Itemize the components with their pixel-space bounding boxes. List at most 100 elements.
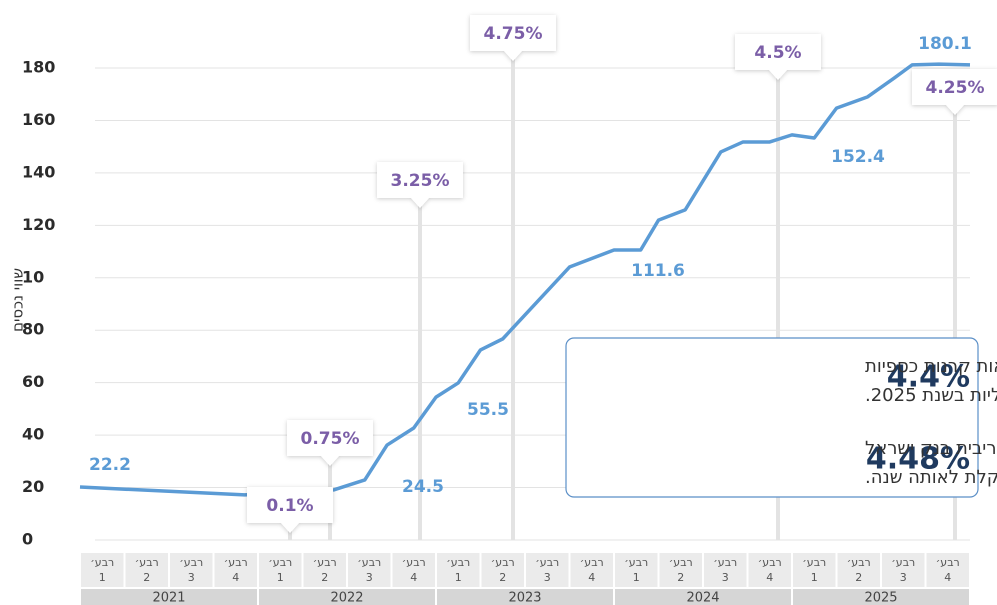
- y-tick-label: 20: [22, 477, 44, 496]
- quarter-cell: [214, 553, 257, 587]
- rate-label: 3.25%: [391, 171, 450, 191]
- y-tick-label: 160: [22, 110, 55, 129]
- year-cell: [259, 589, 435, 605]
- x-tick-label: 2: [499, 571, 506, 584]
- x-tick-label: רבע׳: [402, 556, 426, 569]
- x-tick-label: 2: [321, 571, 328, 584]
- x-tick-label: רבע׳: [624, 556, 648, 569]
- x-tick-label: 3: [188, 571, 195, 584]
- info-value: 4.4%: [887, 360, 970, 395]
- value-annotation: 180.1: [918, 34, 972, 54]
- year-cell: [81, 589, 257, 605]
- year-label: 2024: [686, 591, 719, 605]
- x-tick-label: רבע׳: [224, 556, 248, 569]
- rate-callout: [287, 420, 373, 466]
- x-tick-label: רבע׳: [535, 556, 559, 569]
- year-label: 2023: [508, 591, 541, 605]
- y-tick-label: 120: [22, 215, 55, 234]
- year-cell: [793, 589, 969, 605]
- year-label: 2021: [152, 591, 185, 605]
- x-tick-label: רבע׳: [580, 556, 604, 569]
- x-tick-label: רבע׳: [313, 556, 337, 569]
- x-tick-label: רבע׳: [713, 556, 737, 569]
- year-label: 2025: [864, 591, 897, 605]
- quarter-cell: [303, 553, 346, 587]
- quarter-cell: [748, 553, 791, 587]
- x-tick-label: 1: [455, 571, 462, 584]
- quarter-cell: [392, 553, 435, 587]
- year-cell: [437, 589, 613, 605]
- y-tick-label: 0: [22, 530, 33, 549]
- x-tick-label: 2: [855, 571, 862, 584]
- x-tick-label: 3: [722, 571, 729, 584]
- x-tick-label: 4: [944, 571, 951, 584]
- x-tick-label: רבע׳: [802, 556, 826, 569]
- quarter-cell: [437, 553, 480, 587]
- quarter-cell: [793, 553, 836, 587]
- x-tick-label: רבע׳: [847, 556, 871, 569]
- quarter-cell: [526, 553, 569, 587]
- y-tick-label: 40: [22, 425, 44, 444]
- x-tick-label: 4: [766, 571, 773, 584]
- rate-label: 4.25%: [926, 78, 985, 98]
- quarter-cell: [259, 553, 302, 587]
- x-tick-label: 4: [232, 571, 239, 584]
- value-annotation: 22.2: [89, 455, 131, 475]
- rate-callout: [377, 162, 463, 208]
- x-tick-label: 1: [633, 571, 640, 584]
- info-text: ממוצע תשואות קרנות כספיות: [865, 356, 997, 377]
- year-label: 2022: [330, 591, 363, 605]
- x-tick-label: 4: [588, 571, 595, 584]
- x-tick-label: 1: [277, 571, 284, 584]
- info-box: [565, 337, 979, 498]
- x-tick-label: 1: [811, 571, 818, 584]
- quarter-cell: [125, 553, 168, 587]
- x-tick-label: 4: [410, 571, 417, 584]
- x-tick-label: רבע׳: [936, 556, 960, 569]
- quarter-cell: [704, 553, 747, 587]
- x-tick-label: 3: [900, 571, 907, 584]
- quarter-cell: [481, 553, 524, 587]
- quarter-cell: [837, 553, 880, 587]
- value-annotation: 55.5: [467, 400, 509, 420]
- rate-label: 4.75%: [484, 24, 543, 44]
- x-tick-label: 3: [366, 571, 373, 584]
- value-annotation: 24.5: [402, 477, 444, 497]
- y-axis-label: שווי נכסים: [9, 268, 27, 332]
- x-tick-label: רבע׳: [135, 556, 159, 569]
- x-tick-label: 1: [99, 571, 106, 584]
- y-tick-label: 10: [22, 267, 44, 286]
- quarter-cell: [170, 553, 213, 587]
- rate-label: 4.5%: [754, 43, 801, 63]
- value-annotation: 152.4: [831, 147, 885, 167]
- rate-label: 0.1%: [266, 496, 313, 516]
- x-tick-label: רבע׳: [179, 556, 203, 569]
- x-tick-label: רבע׳: [90, 556, 114, 569]
- x-tick-label: 3: [544, 571, 551, 584]
- rate-callout: [912, 69, 997, 115]
- x-tick-label: רבע׳: [491, 556, 515, 569]
- info-text: הינה ריבית בנק ישראל: [865, 438, 997, 459]
- x-tick-label: רבע׳: [357, 556, 381, 569]
- quarter-cell: [570, 553, 613, 587]
- info-text: המשולקלת לאותה שנה.: [865, 467, 997, 488]
- x-tick-label: 2: [677, 571, 684, 584]
- info-text: שקליות בשנת 2025.: [865, 385, 997, 406]
- year-cell: [615, 589, 791, 605]
- info-value: 4.48%: [866, 442, 970, 477]
- rate-callout: [470, 15, 556, 61]
- line-series: [79, 62, 971, 497]
- x-tick-label: רבע׳: [758, 556, 782, 569]
- quarter-cell: [926, 553, 969, 587]
- y-tick-label: 140: [22, 162, 55, 181]
- x-tick-label: רבע׳: [669, 556, 693, 569]
- x-tick-label: 2: [143, 571, 150, 584]
- rate-callout: [735, 34, 821, 80]
- quarter-cell: [659, 553, 702, 587]
- quarter-cell: [615, 553, 658, 587]
- rate-label: 0.75%: [301, 429, 360, 449]
- x-tick-label: רבע׳: [268, 556, 292, 569]
- y-tick-label: 60: [22, 372, 44, 391]
- value-annotation: 111.6: [631, 261, 685, 281]
